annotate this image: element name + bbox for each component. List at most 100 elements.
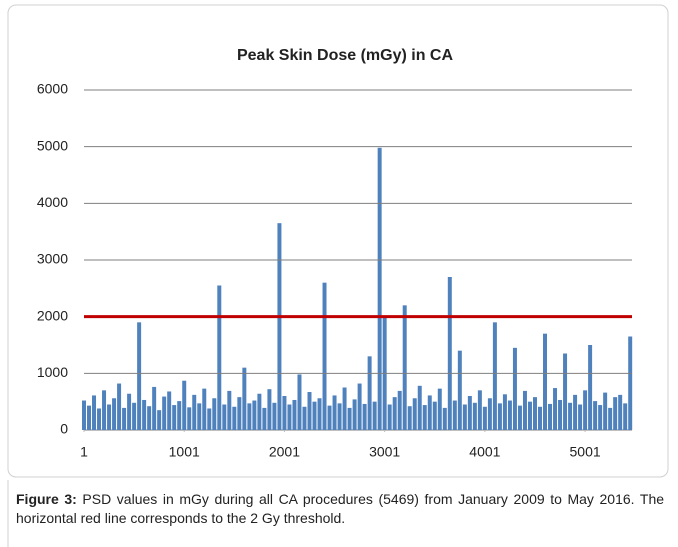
- bar: [157, 410, 162, 430]
- y-tick-label: 2000: [37, 307, 68, 323]
- bar: [402, 305, 407, 430]
- x-tick-label: 2001: [269, 444, 300, 460]
- bar: [212, 398, 217, 430]
- bar: [282, 396, 287, 430]
- y-tick-label: 1000: [37, 364, 68, 380]
- bar: [417, 385, 422, 430]
- bar: [267, 389, 272, 430]
- bar: [327, 405, 332, 430]
- chart-title: Peak Skin Dose (mGy) in CA: [237, 47, 454, 64]
- bar: [437, 388, 442, 430]
- bar: [147, 406, 152, 430]
- bar: [257, 393, 262, 430]
- y-tick-label: 0: [60, 421, 68, 437]
- bar: [127, 393, 132, 430]
- bar: [487, 398, 492, 430]
- bar: [217, 285, 222, 430]
- bar: [603, 392, 608, 430]
- bar: [187, 407, 192, 430]
- bar: [377, 147, 382, 431]
- bar: [568, 402, 573, 430]
- bar: [502, 394, 507, 430]
- bar: [553, 388, 558, 430]
- x-tick-label: 1: [80, 444, 88, 460]
- bar: [427, 395, 432, 430]
- bar: [177, 401, 182, 430]
- bar: [538, 406, 542, 430]
- bar: [297, 374, 302, 430]
- bar: [197, 403, 202, 430]
- bar: [407, 406, 412, 430]
- bar: [357, 383, 362, 430]
- bar: [87, 405, 92, 430]
- bar: [392, 397, 397, 430]
- bar: [162, 396, 167, 430]
- bars: [82, 147, 633, 431]
- bar: [182, 380, 187, 430]
- bar: [227, 390, 232, 430]
- bar: [312, 401, 317, 430]
- y-tick-label: 5000: [37, 137, 68, 153]
- x-tick-label: 1001: [169, 444, 200, 460]
- bar: [372, 401, 377, 430]
- bar: [82, 400, 86, 430]
- bar: [232, 406, 237, 430]
- bar: [477, 390, 482, 430]
- y-tick-label: 6000: [37, 81, 68, 97]
- bar: [447, 277, 452, 430]
- bar: [247, 403, 252, 430]
- bar: [292, 399, 297, 430]
- bar: [107, 404, 112, 430]
- chart-frame: [7, 4, 669, 478]
- bar: [593, 401, 598, 430]
- bar: [512, 347, 517, 430]
- bar: [242, 367, 247, 430]
- caption-text: PSD values in mGy during all CA procedur…: [16, 491, 665, 526]
- bar: [97, 408, 102, 430]
- bar: [507, 400, 512, 430]
- bar: [598, 405, 603, 430]
- bar: [167, 391, 172, 430]
- bar: [142, 399, 147, 430]
- bar: [623, 403, 628, 430]
- bar: [573, 394, 578, 430]
- bar: [317, 398, 322, 430]
- bar: [432, 401, 437, 430]
- bar: [472, 402, 477, 430]
- bar: [272, 402, 277, 430]
- bar: [613, 397, 618, 430]
- bar: [543, 333, 548, 430]
- bar: [457, 350, 462, 430]
- bar: [207, 408, 212, 430]
- caption: Figure 3: PSD values in mGy during all C…: [16, 490, 664, 528]
- bar: [583, 390, 588, 430]
- bar: [628, 336, 633, 430]
- bar: [548, 403, 553, 430]
- bar: [482, 406, 487, 430]
- bar: [618, 394, 623, 430]
- bar: [352, 399, 357, 430]
- bar: [558, 399, 563, 430]
- bar: [362, 403, 367, 430]
- bar: [102, 390, 107, 430]
- bar: [92, 395, 97, 430]
- bar: [137, 322, 142, 430]
- bar: [132, 402, 137, 430]
- bar: [578, 404, 583, 430]
- bar: [252, 400, 257, 430]
- x-tick-label: 4001: [469, 444, 500, 460]
- bar: [112, 398, 117, 430]
- bar: [467, 396, 472, 430]
- bar: [237, 397, 242, 430]
- bar: [332, 395, 337, 430]
- bar: [152, 386, 157, 430]
- bar: [517, 405, 522, 430]
- bar: [302, 406, 307, 430]
- bar: [452, 400, 457, 430]
- x-tick-label: 5001: [570, 444, 601, 460]
- bar: [532, 397, 537, 430]
- bar: [608, 407, 613, 430]
- bar: [422, 405, 427, 430]
